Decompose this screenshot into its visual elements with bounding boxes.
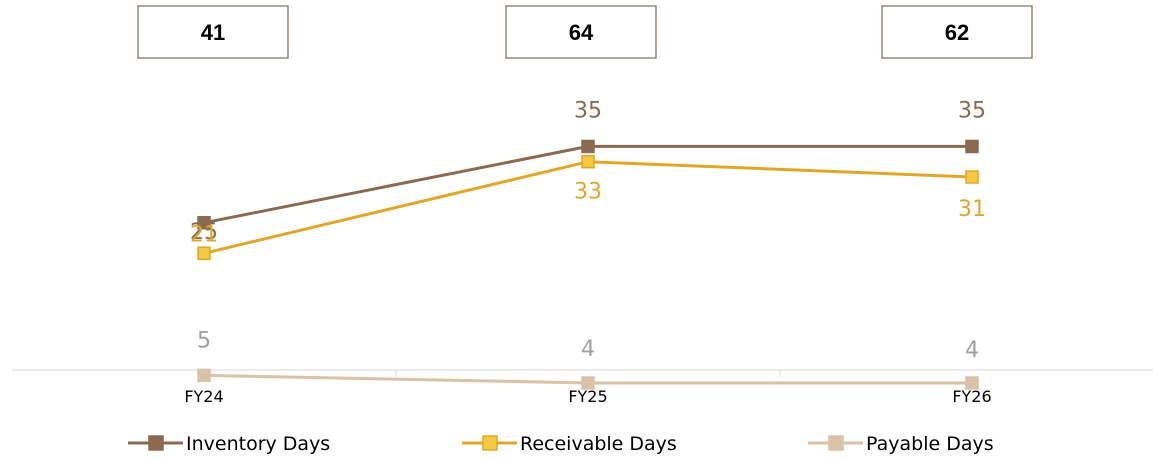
data-point-marker bbox=[197, 368, 211, 383]
x-tick-label: FY25 bbox=[568, 387, 607, 406]
x-tick-labels: FY24 FY25 FY26 bbox=[184, 387, 991, 406]
series-inventory-days bbox=[197, 139, 979, 230]
totals-boxes: 41 64 62 bbox=[137, 5, 1033, 59]
legend-item: Payable Days bbox=[808, 433, 994, 455]
series-payable-days bbox=[197, 368, 979, 390]
legend-item: Receivable Days bbox=[462, 433, 677, 455]
data-point-marker bbox=[965, 170, 979, 184]
x-tick-label: FY26 bbox=[952, 387, 991, 406]
data-label: 35 bbox=[958, 98, 986, 123]
total-value: 41 bbox=[201, 20, 225, 45]
total-box: 62 bbox=[881, 5, 1033, 59]
data-label: 21 bbox=[190, 222, 218, 247]
data-labels: 25 35 35 21 33 31 5 4 4 bbox=[190, 98, 986, 363]
data-label: 4 bbox=[581, 337, 595, 362]
total-box: 64 bbox=[505, 5, 657, 59]
data-label: 31 bbox=[958, 197, 986, 222]
total-box-frame bbox=[881, 5, 1033, 59]
data-point-marker bbox=[581, 376, 595, 390]
data-label: 35 bbox=[574, 98, 602, 123]
data-point-marker bbox=[965, 376, 979, 390]
data-point-marker bbox=[965, 139, 979, 154]
total-value: 62 bbox=[945, 20, 969, 45]
legend-item: Inventory Days bbox=[128, 433, 330, 455]
data-point-marker bbox=[197, 216, 211, 230]
series-receivable-days bbox=[197, 154, 979, 261]
total-box-frame bbox=[505, 5, 657, 59]
legend-label: Inventory Days bbox=[186, 433, 330, 455]
legend-marker bbox=[828, 435, 844, 451]
data-point-marker bbox=[581, 139, 595, 154]
total-value: 64 bbox=[569, 20, 594, 45]
data-label: 33 bbox=[574, 180, 602, 205]
legend: Inventory Days Receivable Days Payable Day… bbox=[128, 433, 994, 455]
x-tick-label: FY24 bbox=[184, 387, 223, 406]
x-axis bbox=[12, 369, 1153, 377]
legend-marker bbox=[148, 435, 164, 451]
total-box: 41 bbox=[137, 5, 289, 59]
total-box-frame bbox=[137, 5, 289, 59]
legend-label: Payable Days bbox=[866, 433, 994, 455]
series-lines bbox=[197, 139, 979, 390]
legend-label: Receivable Days bbox=[520, 433, 677, 455]
series-line bbox=[203, 160, 973, 255]
data-label: 4 bbox=[965, 338, 979, 363]
data-label: 25 bbox=[190, 220, 218, 245]
data-point-marker bbox=[197, 246, 211, 261]
data-label: 5 bbox=[197, 328, 211, 353]
data-point-marker bbox=[581, 154, 595, 169]
legend-marker bbox=[482, 435, 498, 451]
